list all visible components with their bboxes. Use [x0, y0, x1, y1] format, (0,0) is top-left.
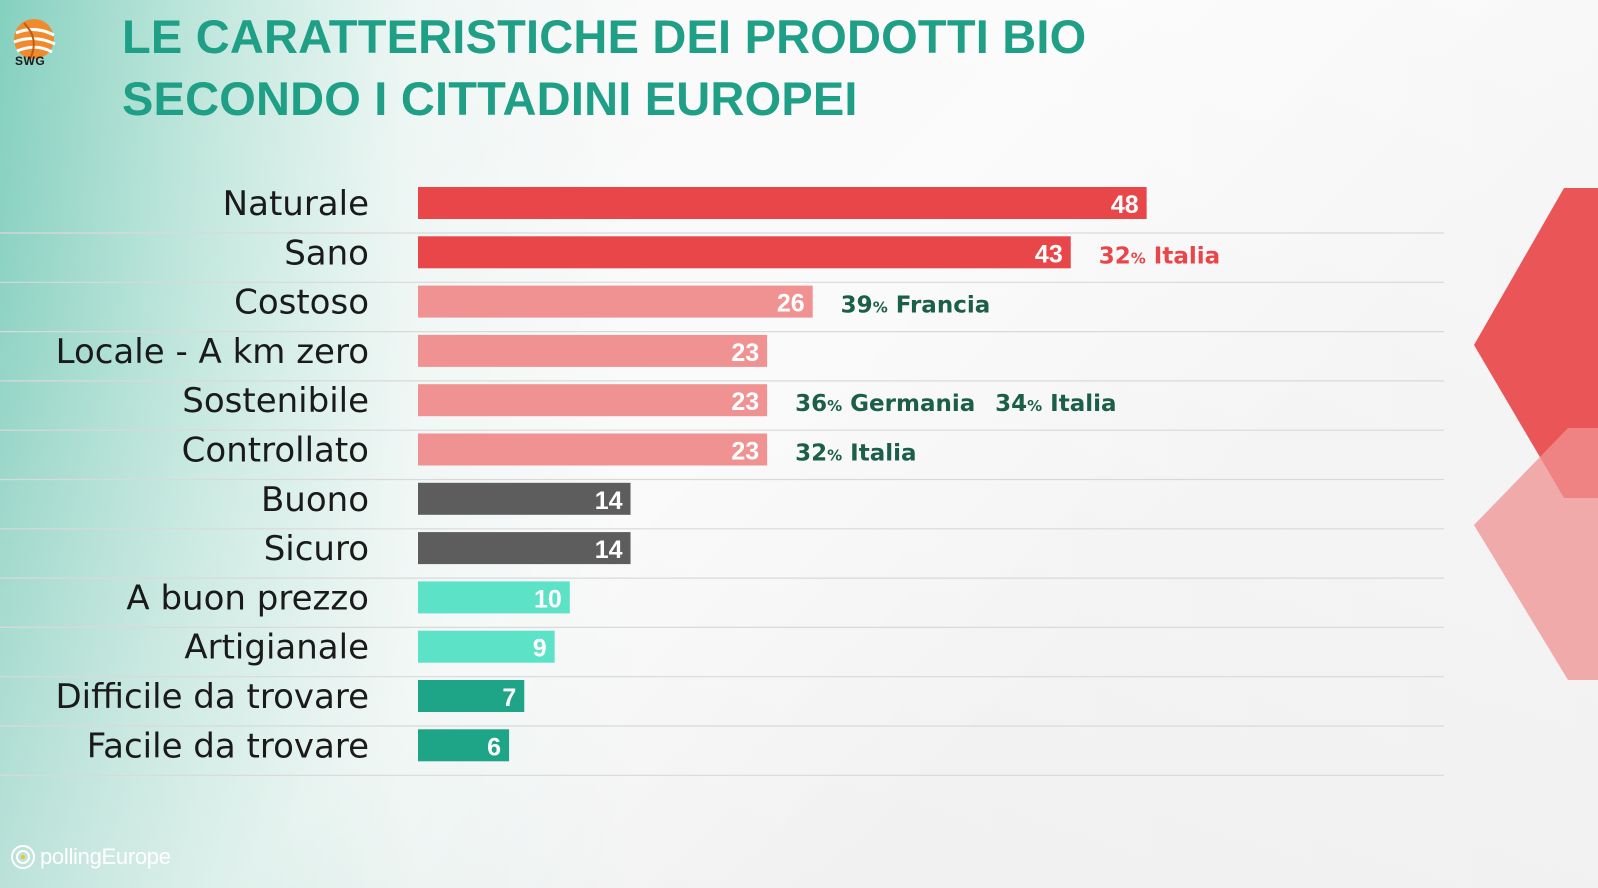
- footer-brand: pollingEurope: [40, 844, 171, 870]
- bar-value-label: 9: [533, 635, 547, 663]
- category-label: Controllato: [182, 431, 369, 471]
- category-label: Buono: [261, 480, 369, 520]
- bar-value-label: 10: [534, 585, 562, 613]
- category-label: Facile da trovare: [87, 726, 369, 766]
- bar-value-label: 23: [731, 388, 759, 416]
- annotation-label: 32% Italia: [795, 441, 916, 467]
- category-label: Costoso: [234, 283, 369, 323]
- bar-value-label: 48: [1111, 191, 1139, 219]
- bar: [418, 187, 1147, 219]
- category-label: Sicuro: [264, 529, 369, 569]
- category-label: Locale - A km zero: [56, 332, 369, 372]
- category-label: Sostenibile: [182, 381, 369, 421]
- bar: [418, 236, 1071, 268]
- bar-value-label: 23: [731, 438, 759, 466]
- annotation-label: 39% Francia: [841, 293, 991, 319]
- bar-value-label: 26: [777, 290, 805, 318]
- bar-value-label: 23: [731, 339, 759, 367]
- bar: [418, 384, 767, 416]
- bar-chart: Naturale 48 Sano 43 Costoso 26 Locale - A km z…: [0, 0, 1598, 888]
- bar: [418, 434, 767, 466]
- category-label: Naturale: [223, 184, 369, 224]
- footer-logo: pollingEurope: [10, 844, 171, 870]
- category-label: A buon prezzo: [126, 578, 369, 618]
- category-label: Sano: [284, 233, 369, 273]
- bar-value-label: 43: [1035, 240, 1063, 268]
- polling-europe-icon: [10, 844, 36, 870]
- annotation-label: 36% Germania: [795, 391, 975, 417]
- bar-value-label: 7: [502, 684, 516, 712]
- bar-value-label: 6: [487, 733, 501, 761]
- annotation-label: 32% Italia: [1099, 243, 1220, 269]
- bar-value-label: 14: [595, 536, 623, 564]
- bar: [418, 335, 767, 367]
- bar-value-label: 14: [595, 487, 623, 515]
- category-label: Artigianale: [184, 628, 369, 668]
- annotation-label: 34% Italia: [995, 391, 1116, 417]
- bar: [418, 286, 813, 318]
- category-label: Difficile da trovare: [55, 677, 369, 717]
